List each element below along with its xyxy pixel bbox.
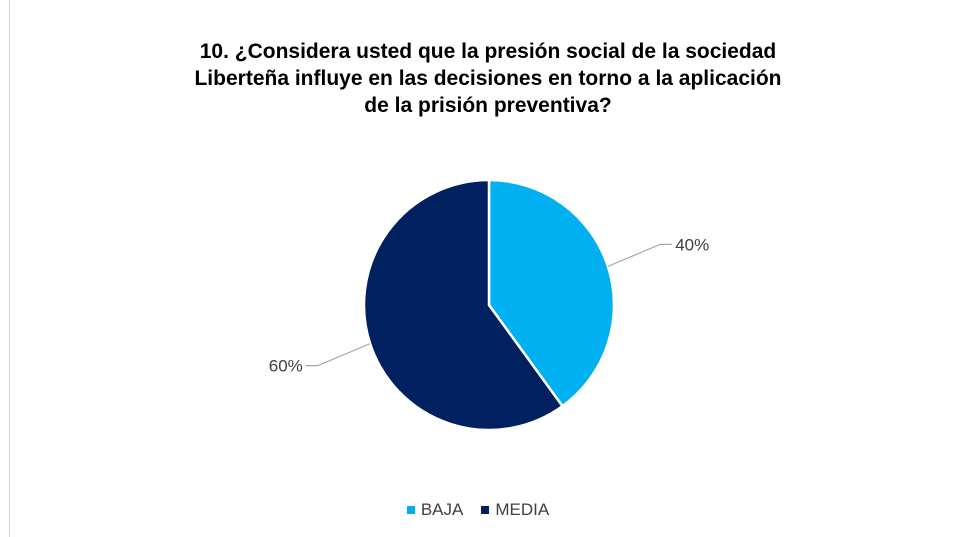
legend-label-baja: BAJA bbox=[420, 500, 464, 519]
legend-swatch-baja bbox=[406, 506, 415, 514]
pie-slices bbox=[362, 178, 616, 432]
legend-item-media: MEDIA bbox=[481, 500, 549, 520]
chart-title-line-1: 10. ¿Considera usted que la presión soci… bbox=[199, 40, 777, 63]
data-label-baja: 40% bbox=[675, 235, 709, 254]
chart-title-line-3: de la prisión preventiva? bbox=[364, 94, 612, 117]
leader-line-baja bbox=[607, 243, 673, 267]
pie-leader-lines bbox=[305, 243, 673, 367]
data-label-media: 60% bbox=[269, 357, 303, 376]
legend: BAJA MEDIA bbox=[0, 500, 956, 520]
leader-line-media bbox=[305, 343, 371, 367]
legend-item-baja: BAJA bbox=[406, 500, 464, 520]
chart-border bbox=[9, 0, 10, 537]
chart-title: 10. ¿Considera usted que la presión soci… bbox=[60, 38, 916, 119]
legend-label-media: MEDIA bbox=[495, 500, 550, 519]
pie-slice-media bbox=[362, 178, 565, 432]
pie-slice-baja bbox=[487, 178, 616, 408]
legend-swatch-media bbox=[481, 506, 490, 514]
pie-data-labels: 40% 60% bbox=[269, 235, 709, 375]
chart-title-line-2: Liberteña influye en las decisiones en t… bbox=[194, 67, 782, 90]
